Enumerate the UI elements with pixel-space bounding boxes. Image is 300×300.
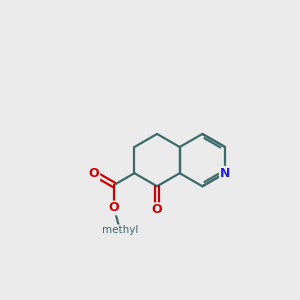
Text: N: N xyxy=(220,167,230,180)
Text: O: O xyxy=(109,202,119,214)
Text: methyl: methyl xyxy=(102,225,138,235)
Text: O: O xyxy=(89,167,99,180)
Text: O: O xyxy=(152,203,162,216)
